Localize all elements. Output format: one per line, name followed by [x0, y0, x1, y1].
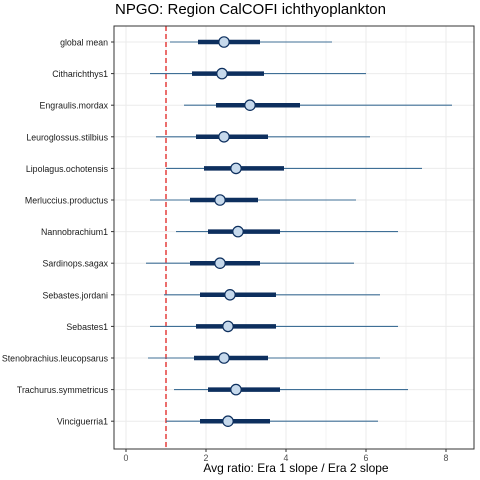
point-estimate — [244, 99, 256, 111]
x-tick-labels: 0 2 4 6 8 — [124, 449, 449, 463]
point-estimate — [218, 352, 230, 364]
y-tick-label: Vinciguerria1 — [57, 417, 108, 427]
interval-layer — [146, 39, 452, 424]
x-tick-label: 4 — [284, 453, 289, 463]
y-tick-label: Sebastes.jordani — [42, 290, 108, 300]
y-tick-label: Merluccius.productus — [25, 196, 109, 206]
grid-layer — [114, 26, 474, 449]
y-tick-labels: global mean Citharichthys1 Engraulis.morda… — [2, 38, 114, 427]
y-tick-label: Sebastes1 — [66, 322, 108, 332]
point-estimate — [230, 383, 242, 396]
y-tick-label: Sardinops.sagax — [42, 259, 108, 269]
x-tick-label: 2 — [204, 453, 209, 463]
point-estimate — [222, 415, 234, 427]
point-estimate — [222, 320, 234, 333]
chart-title: NPGO: Region CalCOFI ichthyoplankton — [115, 1, 386, 18]
y-tick-label: Leuroglossus.stilbius — [26, 132, 108, 142]
point-estimate — [230, 162, 242, 175]
point-estimate — [216, 67, 228, 80]
panel-border — [113, 25, 475, 450]
x-tick-label: 0 — [124, 453, 129, 463]
point-estimate — [214, 257, 226, 269]
x-tick-label: 6 — [364, 453, 369, 463]
point-estimate — [214, 194, 226, 206]
y-tick-label: Engraulis.mordax — [40, 101, 109, 111]
point-estimate — [224, 288, 236, 301]
y-tick-label: global mean — [60, 38, 108, 48]
point-estimate — [232, 225, 244, 238]
y-tick-label: Nannobrachium1 — [41, 227, 108, 237]
y-tick-label: Trachurus.symmetricus — [17, 385, 109, 395]
point-layer — [214, 36, 256, 427]
x-tick-label: 8 — [444, 453, 449, 463]
y-tick-label: Citharichthys1 — [52, 69, 108, 79]
point-estimate — [218, 36, 230, 48]
point-estimate — [218, 131, 230, 143]
x-axis-title: Avg ratio: Era 1 slope / Era 2 slope — [203, 461, 389, 475]
y-tick-label: Lipolagus.ochotensis — [26, 164, 109, 174]
y-tick-label: Stenobrachius.leucopsarus — [2, 354, 109, 364]
